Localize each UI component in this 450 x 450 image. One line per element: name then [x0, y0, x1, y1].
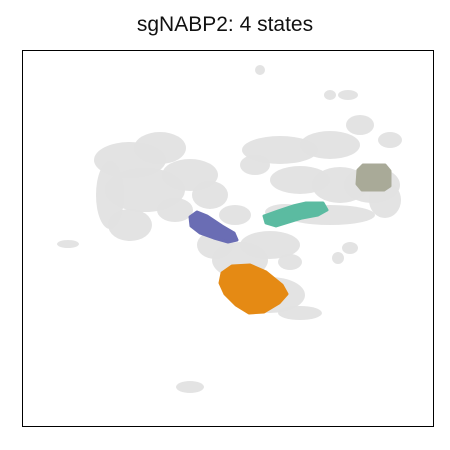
background-cell-blob	[346, 115, 374, 135]
highlighted-states	[188, 163, 392, 315]
background-cell-blob	[332, 252, 344, 264]
background-cell-blob	[176, 381, 204, 393]
background-cell-blob	[157, 198, 193, 222]
state-cluster-4	[355, 163, 392, 192]
background-cell-blob	[278, 306, 322, 320]
state-cluster-2	[262, 201, 329, 228]
state-cluster-3	[218, 263, 289, 315]
background-cell-blob	[219, 205, 251, 225]
background-cell-blob	[134, 132, 186, 164]
background-cell-blob	[240, 155, 270, 175]
background-cell-blob	[278, 254, 302, 270]
chart-title: sgNABP2: 4 states	[136, 13, 314, 36]
background-cell-blob	[255, 65, 265, 75]
background-cell-blob	[192, 181, 228, 209]
background-cell-blob	[342, 242, 358, 254]
background-cell-blob	[240, 231, 300, 259]
background-cell-blob	[338, 90, 358, 100]
background-cell-blob	[378, 132, 402, 148]
background-cell-blob	[324, 90, 336, 100]
state-cluster-1	[188, 210, 239, 244]
background-cell-blob	[108, 209, 152, 241]
background-cell-blob	[57, 240, 79, 248]
background-cell-blob	[300, 131, 360, 159]
